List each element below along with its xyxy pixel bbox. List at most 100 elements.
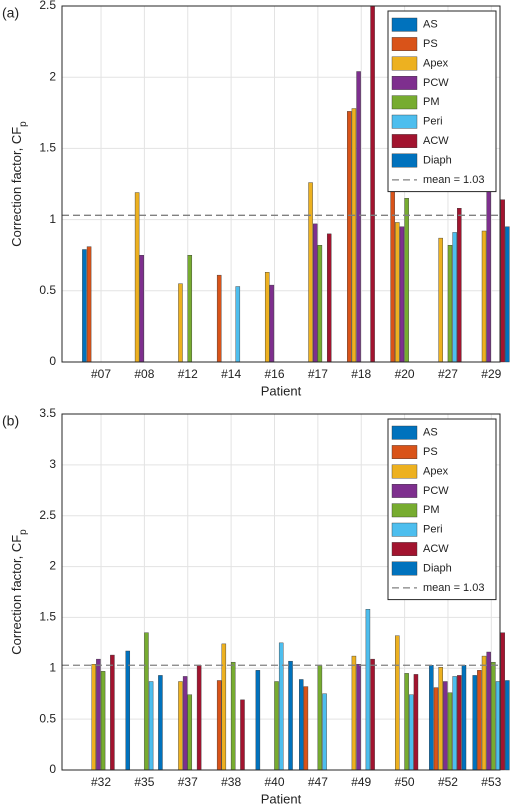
x-tick-label: #18 [351,367,371,381]
x-tick-label: #38 [221,775,241,789]
bar [351,108,357,363]
bar [500,632,505,771]
y-tick-label: 0.5 [39,711,56,725]
bar [125,650,131,771]
x-tick-label: #37 [178,775,198,789]
legend-label: PM [423,504,440,516]
legend-label: PCW [423,485,449,497]
y-tick-label: 0 [49,762,56,776]
y-tick-label: 1 [49,660,56,674]
legend-swatch [391,114,418,129]
bar [317,665,323,771]
x-tick-label: #14 [221,367,241,381]
bar [481,655,487,771]
bar [216,274,222,363]
legend-swatch [391,503,418,518]
legend-swatch [391,37,418,52]
legend-label: PM [423,96,440,108]
legend-label: PCW [423,77,449,89]
bar [144,632,149,771]
bar [409,694,414,771]
x-tick-label: #29 [481,367,501,381]
bar [447,245,453,363]
x-tick-label: #27 [438,367,458,381]
legend-label: mean = 1.03 [423,582,484,594]
x-axis-label: Patient [261,383,302,398]
legend-swatch [391,17,418,32]
legend-label: mean = 1.03 [423,174,484,186]
legend-label: AS [423,19,438,31]
bar [139,254,144,363]
x-tick-label: #52 [438,775,458,789]
x-tick-label: #07 [91,367,111,381]
bar [178,681,183,771]
legend-swatch [391,56,418,71]
y-tick-label: 0.5 [39,283,56,297]
bar [370,5,375,363]
y-tick-label: 0 [49,354,56,368]
bar [278,642,284,771]
bar [216,680,222,771]
bar [240,699,245,771]
legend-swatch [391,484,418,498]
bar [82,249,87,363]
bar [322,693,327,771]
x-tick-label: #12 [178,367,198,381]
bar [404,673,409,771]
bar [312,223,318,363]
x-tick-label: #35 [134,775,154,789]
x-axis-label: Patient [261,791,302,806]
bar [500,199,505,363]
legend-label: ACW [423,543,449,555]
bar [429,665,434,771]
x-tick-label: #50 [395,775,415,789]
x-tick-label: #49 [351,775,371,789]
bar [505,680,510,771]
bar [438,237,443,363]
legend-swatch [391,445,418,459]
chart-panel: (b) 0 0.5 1 1.5 2 2.5 3 3.5 #32 #35 #37 #38 #40 #47 #49… [2,406,510,806]
bar [404,198,409,363]
bar [370,658,375,771]
bar [491,661,496,771]
bar [158,675,163,771]
y-axis-label: Correction factor, CFp [9,529,28,655]
bar [399,226,405,363]
legend-swatch [391,75,418,90]
bar [395,635,400,771]
bar [196,665,202,771]
legend-swatch [391,542,418,557]
bar [461,665,467,771]
x-tick-label: #20 [395,367,415,381]
bar [187,694,193,771]
bar [486,180,491,363]
y-axis-label-subscript: p [18,529,29,535]
legend: AS PS Apex PCW PM Peri ACW Diaph mean = 1.03 [387,418,497,601]
bar [477,670,482,771]
bar [221,643,227,771]
legend-label: Apex [423,465,449,477]
y-axis-label-main: Correction factor, CF [9,127,24,247]
axes-box [61,5,501,363]
bar [495,681,501,771]
y-tick-label: 1.5 [39,610,56,624]
bar [505,226,510,363]
bar [433,687,439,771]
legend-label: Apex [423,57,449,69]
bar [457,208,462,363]
bar [255,670,261,771]
legend-swatch [391,134,418,148]
bar [299,679,304,771]
bar [356,71,361,363]
legend-swatch [391,464,418,479]
bar [100,671,106,771]
bar [134,192,140,363]
bar [452,676,457,771]
y-tick-label: 1 [49,212,56,226]
legend-label: ACW [423,135,449,147]
bar [303,686,309,771]
legend-label: PS [423,446,438,458]
bar [443,681,448,771]
legend-swatch [391,561,418,576]
y-tick-label: 2 [49,559,56,573]
